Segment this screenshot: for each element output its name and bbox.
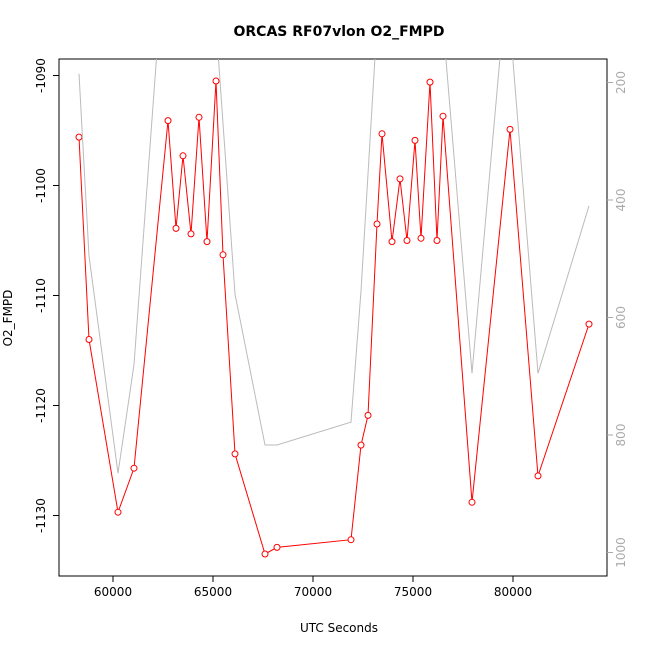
data-point (433, 237, 441, 244)
data-point (403, 237, 411, 244)
data-point (506, 125, 514, 133)
series-line-1 (78, 59, 590, 474)
series-layer (75, 59, 593, 558)
data-point (261, 550, 269, 558)
data-point (212, 77, 220, 85)
x-tick-label: 70000 (294, 585, 332, 599)
data-point (373, 220, 381, 228)
data-point (172, 224, 180, 232)
data-point (357, 441, 365, 449)
data-point (585, 320, 593, 328)
data-point (534, 472, 542, 480)
data-point (388, 238, 396, 246)
data-point (411, 136, 419, 144)
data-point (179, 152, 187, 160)
data-point (164, 117, 172, 125)
right-tick-label: 1000 (614, 537, 628, 568)
y-tick-label: -1130 (34, 498, 48, 533)
x-axis-label: UTC Seconds (300, 621, 378, 635)
right-tick-label: 200 (614, 71, 628, 94)
y-axis: -1130 -1120 -1110 -1100 -1090 (34, 58, 59, 533)
y-tick-label: -1090 (34, 58, 48, 93)
data-point (347, 536, 355, 544)
data-point (203, 238, 211, 246)
data-point (75, 133, 83, 141)
y-tick-label: -1110 (34, 278, 48, 313)
data-point (417, 234, 425, 242)
x-tick-label: 60000 (94, 585, 132, 599)
data-point (231, 450, 239, 458)
y-tick-label: -1120 (34, 388, 48, 423)
data-point (85, 336, 93, 343)
right-tick-label: 400 (614, 189, 628, 212)
series-line-0 (78, 80, 590, 555)
x-tick-label: 75000 (394, 585, 432, 599)
data-point (114, 508, 122, 516)
data-point (396, 175, 404, 183)
data-point (273, 543, 281, 551)
x-tick-label: 80000 (494, 585, 532, 599)
data-point (187, 230, 195, 238)
data-point (378, 130, 386, 138)
data-point (439, 112, 447, 120)
data-point (219, 251, 227, 259)
data-point (195, 113, 203, 121)
right-axis: 200 400 600 800 1000 (607, 71, 628, 568)
data-point (364, 411, 372, 419)
chart-title: ORCAS RF07vlon O2_FMPD (234, 24, 445, 40)
data-point (130, 464, 138, 472)
data-point (426, 78, 434, 86)
right-tick-label: 600 (614, 306, 628, 329)
y-axis-label: O2_FMPD (1, 290, 15, 347)
right-tick-label: 800 (614, 424, 628, 447)
data-point (468, 498, 476, 506)
x-tick-label: 65000 (194, 585, 232, 599)
y-tick-label: -1100 (34, 168, 48, 203)
x-axis: 60000 65000 70000 75000 80000 (94, 576, 532, 599)
